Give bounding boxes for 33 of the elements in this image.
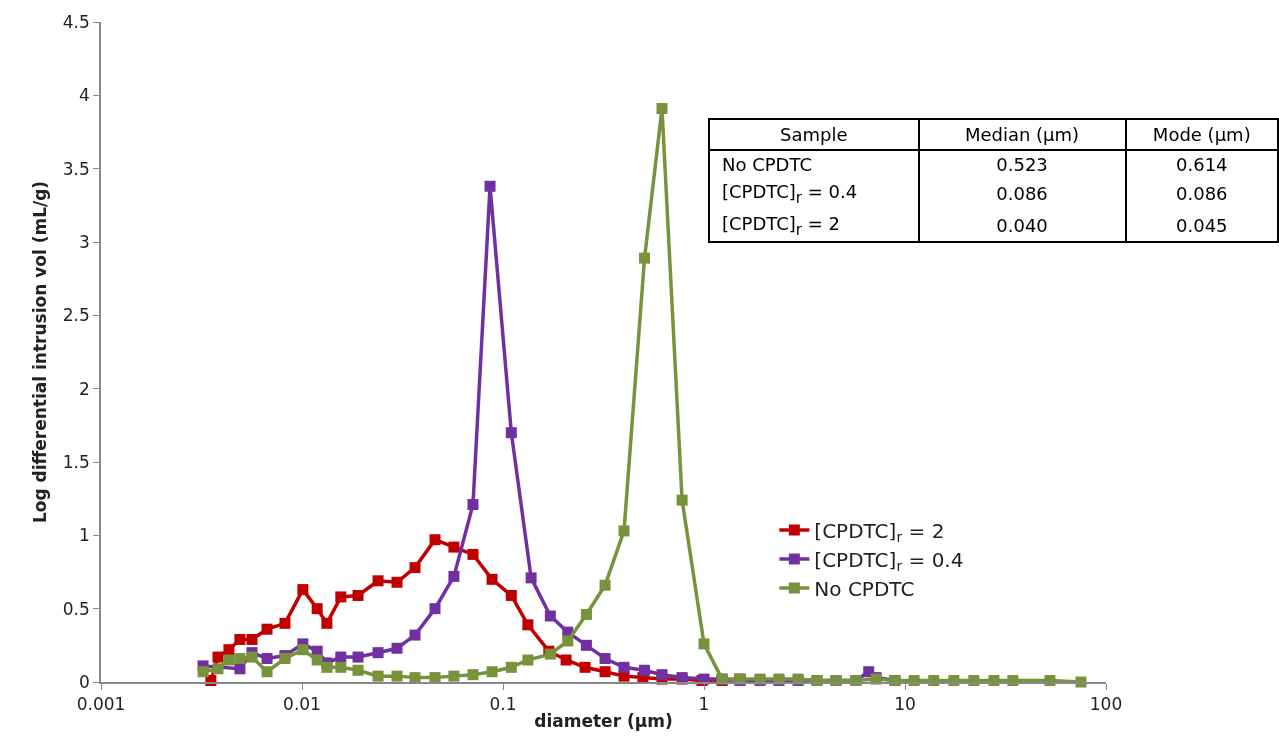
annotation: Median (µm) <box>918 119 1126 150</box>
y-tick-label: 1.5 <box>62 451 90 472</box>
x-tick-label: 0.01 <box>283 694 321 715</box>
y-tick-label: 0.5 <box>62 598 90 619</box>
y-tick-label: 4 <box>79 85 90 106</box>
x-tick-label: 10 <box>894 694 916 715</box>
text: Mode (µm) <box>1152 124 1251 145</box>
x-tick-label: 1 <box>698 694 710 715</box>
legend-label: No CPDTC <box>814 576 915 601</box>
y-axis-title: Log differential intrusion vol (mL/g) <box>29 180 50 524</box>
legend-label: [CPDTC]$_{r}$ = 2 <box>814 518 945 545</box>
x-tick-label: 0.001 <box>76 694 126 715</box>
y-tick-label: 2 <box>79 378 90 399</box>
annotation: [CPDTC]$_{r}$ = 0.4 <box>709 178 919 210</box>
annotation: 0.523 <box>918 150 1126 178</box>
text: 0.045 <box>1176 214 1228 236</box>
text: 0.614 <box>1176 154 1228 175</box>
y-tick-label: 0 <box>79 671 90 692</box>
y-tick-label: 2.5 <box>62 305 90 326</box>
text: 0.086 <box>1176 183 1228 205</box>
annotation: [CPDTC]$_{r}$ = 2 <box>709 209 919 243</box>
annotation: 0.040 <box>918 209 1126 243</box>
y-tick-label: 3 <box>79 231 90 252</box>
y-tick-label: 4.5 <box>62 11 90 32</box>
annotation: Sample <box>709 119 919 150</box>
x-tick-label: 0.1 <box>489 694 517 715</box>
legend-label: [CPDTC]$_{r}$ = 0.4 <box>814 547 964 574</box>
y-tick-label: 3.5 <box>62 158 90 179</box>
y-tick-label: 1 <box>79 525 90 546</box>
annotation: 0.086 <box>918 178 1126 210</box>
x-axis-title: diameter (µm) <box>534 711 673 732</box>
annotation: No CPDTC <box>709 150 919 178</box>
x-tick-label: 100 <box>1089 694 1123 715</box>
